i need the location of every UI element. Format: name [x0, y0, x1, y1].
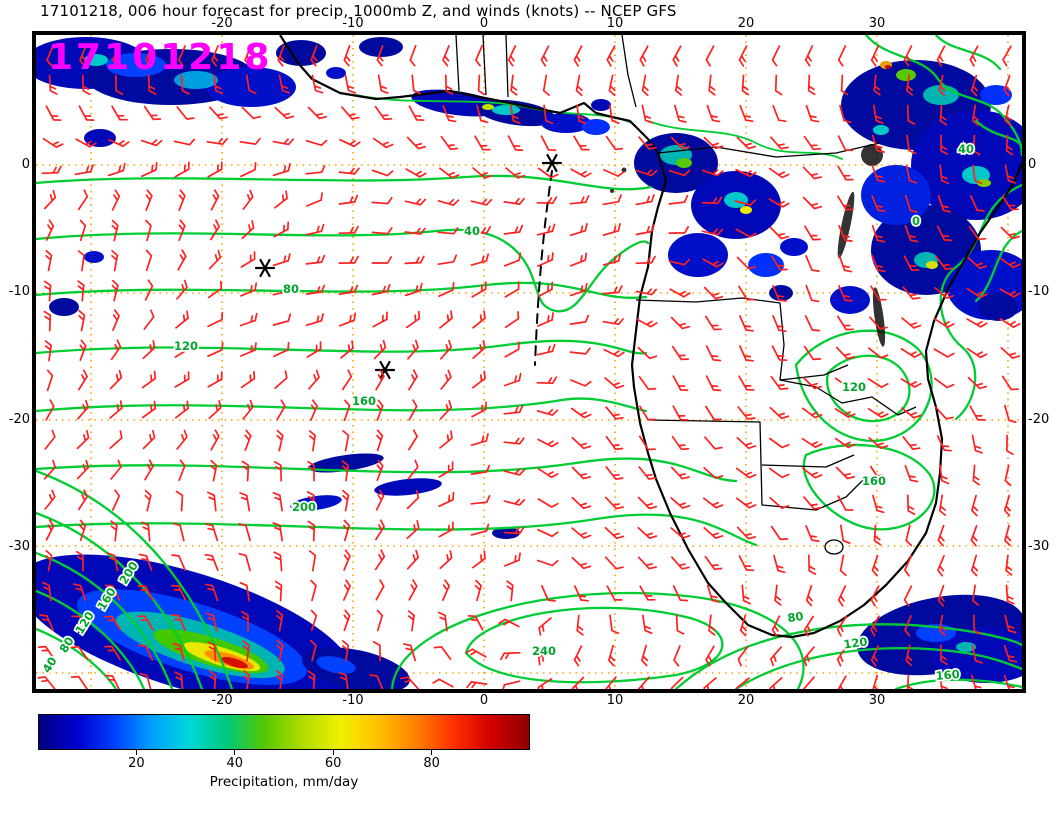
colorbar-tick-label: 20 — [128, 756, 145, 771]
africa-coastline — [279, 35, 1022, 639]
page-title: 17101218, 006 hour forecast for precip, … — [40, 2, 677, 20]
y-tick-label: -10 — [1028, 284, 1050, 300]
x-tick-label: 10 — [606, 16, 624, 31]
contour-label: 200 — [292, 500, 316, 514]
asterisk-marker — [374, 360, 396, 380]
contour-label: 80 — [283, 282, 299, 296]
contour-label: 160 — [935, 667, 960, 683]
precipitation-layer — [36, 37, 1022, 689]
x-tick-label: 0 — [479, 693, 489, 708]
x-tick-label: 20 — [737, 693, 755, 708]
y-tick-label: 0 — [1028, 157, 1037, 172]
x-tick-label: 30 — [868, 16, 886, 31]
colorbar-tick-mark — [234, 750, 236, 755]
country-borders — [455, 35, 917, 555]
colorbar-tick-label: 60 — [324, 756, 342, 771]
y-tick-label: -20 — [1028, 411, 1050, 427]
x-tick-label: 20 — [737, 16, 755, 31]
contour-label: 0 — [912, 214, 920, 228]
contour-label: 120 — [843, 634, 869, 651]
colorbar-tick-label: 40 — [226, 756, 244, 771]
dashed-track-line — [534, 170, 553, 366]
y-tick-label: -20 — [8, 411, 30, 427]
colorbar-tick-mark — [135, 750, 137, 755]
asterisk-marker — [541, 153, 563, 173]
map-frame: 40 80 120 160 200 240 200 160 120 80 40 120 160 0 40 80… — [32, 31, 1026, 693]
y-tick-label: 0 — [21, 157, 30, 172]
y-tick-label: -30 — [1028, 538, 1050, 554]
asterisk-marker — [254, 258, 276, 278]
forecast-map: 4080120160200240200160120804012016004080… — [36, 35, 1022, 689]
y-tick-label: -10 — [8, 284, 30, 300]
x-tick-label: 10 — [606, 693, 624, 708]
timestamp-overlay: 17101218 — [48, 37, 273, 78]
x-tick-label: -10 — [342, 16, 364, 31]
colorbar-tick-mark — [431, 750, 433, 755]
x-tick-label: -20 — [211, 693, 233, 708]
colorbar-tick-label: 80 — [423, 756, 440, 771]
contour-label: 160 — [862, 474, 886, 488]
contour-label: 80 — [787, 609, 805, 625]
colorbar-gradient — [38, 714, 530, 750]
y-tick-label: -30 — [8, 538, 30, 554]
colorbar: 20 40 60 80 Precipitation, mm/day — [38, 714, 530, 790]
wind-barb-field — [37, 44, 1021, 689]
africa-coastline-layer — [279, 35, 1022, 639]
annotations-layer — [254, 153, 563, 380]
x-tick-label: 30 — [868, 693, 886, 708]
colorbar-tick-mark — [332, 750, 334, 755]
contour-label: 120 — [842, 380, 866, 394]
contour-label: 120 — [174, 339, 198, 353]
contour-label: 40 — [464, 224, 480, 238]
height-contours-layer — [36, 35, 1022, 689]
contour-label: 160 — [352, 394, 376, 408]
x-tick-label: -10 — [342, 693, 364, 708]
contour-label: 240 — [532, 644, 556, 658]
colorbar-label: Precipitation, mm/day — [209, 774, 359, 790]
x-tick-label: 0 — [479, 16, 489, 31]
wind-barbs-layer — [37, 44, 1021, 689]
x-tick-label: -20 — [211, 16, 233, 31]
contour-label: 40 — [958, 142, 974, 156]
